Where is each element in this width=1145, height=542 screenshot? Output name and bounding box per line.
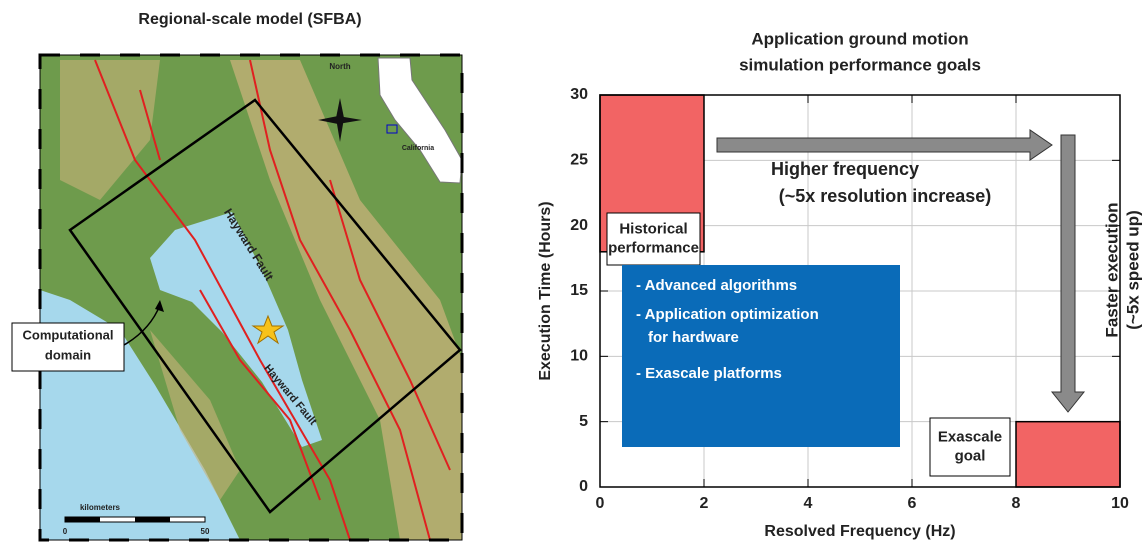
bullet: for hardware <box>648 329 739 346</box>
x-axis-label: Resolved Frequency (Hz) <box>764 523 955 540</box>
y-tick-label: 20 <box>570 217 588 234</box>
domain-label: Computational <box>23 327 114 342</box>
map-title: Regional-scale model (SFBA) <box>138 11 361 28</box>
x-tick-label: 2 <box>700 495 709 512</box>
scale-bar <box>65 517 100 522</box>
y-tick-label: 30 <box>570 86 588 103</box>
x-tick-label: 6 <box>908 495 917 512</box>
scale-unit: kilometers <box>80 503 121 512</box>
y-tick-label: 15 <box>570 282 588 299</box>
bullet: - Exascale platforms <box>636 365 782 382</box>
y-tick-label: 10 <box>570 348 588 365</box>
inset-label: California <box>402 145 434 152</box>
y-axis-label: Execution Time (Hours) <box>537 201 554 380</box>
map <box>12 55 462 540</box>
bullet: - Advanced algorithms <box>636 277 797 294</box>
chart-title: Application ground motion <box>751 29 968 48</box>
x-tick-label: 4 <box>804 495 813 512</box>
x-tick-label: 8 <box>1012 495 1021 512</box>
scale-tick: 50 <box>201 527 210 536</box>
annotation: Higher frequency <box>771 159 919 179</box>
y-tick-label: 25 <box>570 152 588 169</box>
region-label: performance <box>608 239 699 256</box>
region-label: Historical <box>619 220 687 237</box>
x-tick-label: 10 <box>1111 495 1129 512</box>
bullet: - Application optimization <box>636 306 819 323</box>
region-label: Exascale <box>938 428 1002 445</box>
y-tick-label: 0 <box>579 478 588 495</box>
north-label: North <box>329 62 350 71</box>
annotation: Faster execution <box>1102 202 1121 337</box>
scale-tick: 0 <box>63 527 68 536</box>
annotation: (~5x speed up) <box>1123 210 1142 330</box>
chart-title: simulation performance goals <box>739 55 981 74</box>
y-tick-label: 5 <box>579 413 588 430</box>
region <box>1016 422 1120 487</box>
domain-label: domain <box>45 347 91 362</box>
page: Regional-scale model (SFBA) North Califo… <box>0 0 1145 542</box>
x-tick-label: 0 <box>596 495 605 512</box>
scale-bar <box>135 517 170 522</box>
region-label: goal <box>955 447 986 464</box>
annotation: (~5x resolution increase) <box>779 186 992 206</box>
